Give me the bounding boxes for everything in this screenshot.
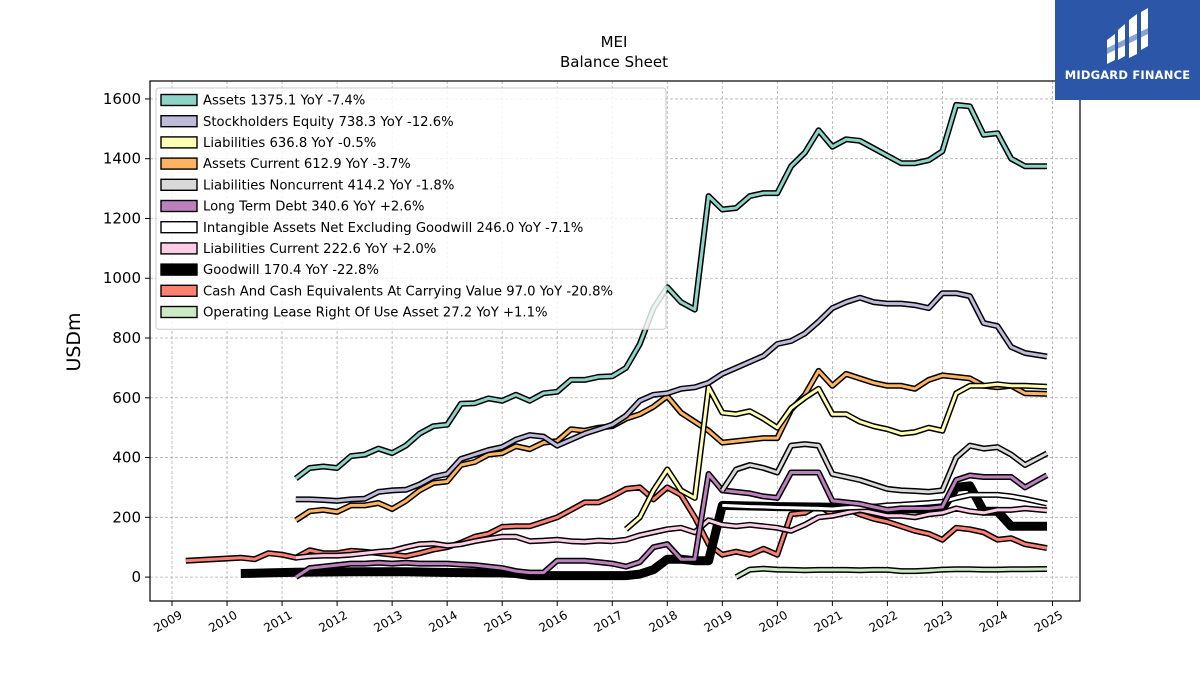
legend-label-long-term-debt: Long Term Debt 340.6 YoY +2.6%: [203, 200, 424, 215]
x-tick-label: 2015: [481, 608, 514, 635]
legend-label-goodwill: Goodwill 170.4 YoY -22.8%: [203, 263, 379, 278]
y-tick-label: 0: [131, 568, 141, 586]
legend-box: [155, 87, 667, 330]
legend-label-liabilities-noncurrent: Liabilities Noncurrent 414.2 YoY -1.8%: [203, 178, 454, 193]
y-tick-label: 600: [112, 389, 141, 407]
brand-logo: MIDGARD FINANCE: [1055, 0, 1200, 100]
legend: Assets 1375.1 YoY -7.4% Stockholders Equi…: [155, 87, 667, 330]
series-lines: [185, 101, 1049, 581]
y-tick-label: 1400: [103, 150, 141, 168]
series-line-operating-lease-right-of-use-asset: [735, 567, 1048, 579]
legend-swatch-liabilities-current: [160, 242, 198, 255]
legend-swatch-cash-and-cash-equivalents-at-carrying-value: [160, 284, 198, 297]
legend-label-operating-lease-right-of-use-asset: Operating Lease Right Of Use Asset 27.2 …: [203, 306, 548, 321]
series-line-assets: [294, 103, 1047, 480]
x-tick-label: 2023: [922, 608, 955, 635]
legend-swatch-liabilities-noncurrent: [160, 178, 198, 192]
x-tick-label: 2024: [977, 608, 1010, 635]
brand-name: MIDGARD FINANCE: [1064, 68, 1191, 82]
legend-swatch-operating-lease-right-of-use-asset: [160, 305, 198, 319]
y-tick-label: 200: [112, 508, 141, 526]
legend-label-assets-current: Assets Current 612.9 YoY -3.7%: [203, 157, 411, 172]
legend-swatch-stockholders-equity: [160, 114, 198, 128]
y-tick-label: 1600: [103, 90, 141, 108]
legend-label-liabilities-current: Liabilities Current 222.6 YoY +2.0%: [203, 242, 436, 257]
series-outline-liabilities-noncurrent: [719, 441, 1049, 495]
x-tick-label: 2010: [206, 608, 239, 635]
y-tick-label: 400: [112, 449, 141, 467]
x-tick-label: 2013: [371, 608, 404, 635]
x-tick-label: 2016: [536, 608, 569, 635]
x-tick-label: 2018: [647, 608, 680, 635]
legend-swatch-goodwill: [160, 263, 198, 276]
x-tick-label: 2020: [757, 608, 790, 635]
x-tick-label: 2011: [261, 608, 294, 635]
series-line-liabilities-noncurrent: [721, 442, 1048, 494]
legend-label-intangible-assets-net-excluding-goodwill: Intangible Assets Net Excluding Goodwill…: [203, 221, 583, 236]
legend-swatch-intangible-assets-net-excluding-goodwill: [160, 220, 198, 234]
legend-label-assets: Assets 1375.1 YoY -7.4%: [203, 94, 365, 109]
y-axis-ticks: 0 200 400 600 800 1000 1200 1400 1600: [103, 90, 150, 586]
x-tick-label: 2025: [1032, 608, 1065, 635]
series-line-stockholders-equity: [295, 291, 1048, 503]
legend-label-cash-and-cash-equivalents-at-carrying-value: Cash And Cash Equivalents At Carrying Va…: [203, 284, 613, 299]
x-tick-label: 2014: [426, 608, 459, 635]
series-line-liabilities: [625, 382, 1048, 531]
chart-title: MEI: [601, 33, 628, 51]
legend-swatch-assets-current: [160, 157, 198, 170]
legend-swatch-liabilities: [160, 136, 198, 149]
x-tick-label: 2017: [592, 608, 625, 635]
legend-label-stockholders-equity: Stockholders Equity 738.3 YoY -12.6%: [203, 115, 454, 130]
series-line-liabilities-current: [295, 506, 1048, 560]
series-line-cash-and-cash-equivalents-at-carrying-value: [185, 485, 1048, 563]
y-tick-label: 1200: [103, 209, 141, 227]
chart-subtitle: Balance Sheet: [560, 53, 668, 71]
y-axis-label: USDm: [63, 312, 85, 371]
x-tick-label: 2019: [702, 608, 735, 635]
legend-label-liabilities: Liabilities 636.8 YoY -0.5%: [203, 136, 376, 151]
y-tick-label: 800: [112, 329, 141, 347]
series-line-long-term-debt: [294, 471, 1048, 579]
x-tick-label: 2021: [812, 608, 845, 635]
x-axis-ticks: 2009 2010 2011 2012 2013 2014 2015 2016 2017 2018…: [151, 601, 1065, 635]
x-tick-label: 2009: [151, 608, 184, 635]
plot-frame: [149, 80, 1081, 602]
midgard-logo-icon: [1107, 8, 1148, 64]
x-tick-label: 2022: [867, 608, 900, 635]
legend-swatch-assets: [160, 93, 198, 107]
x-tick-label: 2012: [316, 608, 349, 635]
legend-swatch-long-term-debt: [160, 199, 198, 213]
y-tick-label: 1000: [103, 269, 141, 287]
